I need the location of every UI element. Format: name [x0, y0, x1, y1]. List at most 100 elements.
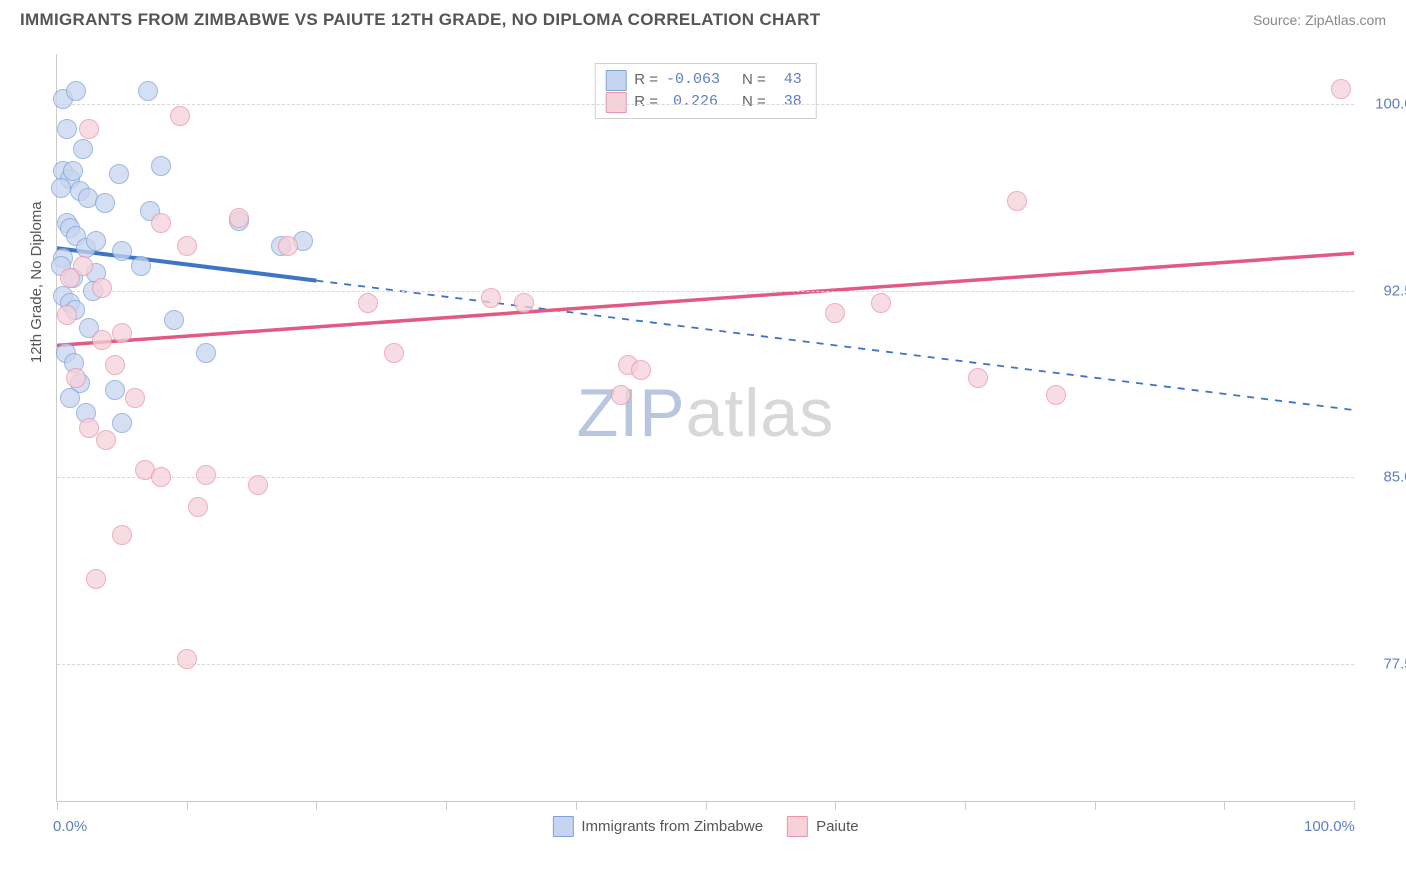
data-point-paiute [112, 323, 132, 343]
legend-n-value-zimbabwe: 43 [774, 69, 802, 91]
x-axis-tick-label: 100.0% [1304, 818, 1355, 835]
plot-area: ZIPatlas R = -0.063 N = 43 R = 0.226 N =… [56, 54, 1354, 802]
legend-top-row-paiute: R = 0.226 N = 38 [605, 91, 802, 113]
x-axis-tick [57, 801, 58, 810]
legend-swatch-zimbabwe [605, 70, 626, 91]
y-axis-label: 12th Grade, No Diploma [28, 201, 45, 363]
x-axis-tick [835, 801, 836, 810]
data-point-paiute [112, 525, 132, 545]
data-point-paiute [177, 649, 197, 669]
data-point-zimbabwe [196, 343, 216, 363]
data-point-paiute [125, 388, 145, 408]
data-point-zimbabwe [95, 193, 115, 213]
legend-swatch-paiute [605, 92, 626, 113]
data-point-paiute [825, 303, 845, 323]
data-point-zimbabwe [105, 380, 125, 400]
legend-top: R = -0.063 N = 43 R = 0.226 N = 38 [594, 63, 817, 119]
y-axis-tick-label: 100.0% [1375, 95, 1406, 112]
gridline [57, 664, 1354, 665]
data-point-paiute [1331, 79, 1351, 99]
data-point-paiute [57, 305, 77, 325]
data-point-paiute [481, 288, 501, 308]
regression-line-paiute [57, 253, 1354, 345]
data-point-paiute [1007, 191, 1027, 211]
data-point-zimbabwe [164, 310, 184, 330]
data-point-zimbabwe [57, 119, 77, 139]
legend-bottom-label-zimbabwe: Immigrants from Zimbabwe [581, 818, 763, 835]
x-axis-tick [316, 801, 317, 810]
legend-top-row-zimbabwe: R = -0.063 N = 43 [605, 69, 802, 91]
data-point-paiute [968, 368, 988, 388]
data-point-paiute [196, 465, 216, 485]
legend-r-label: R = [634, 69, 658, 91]
x-axis-tick [1224, 801, 1225, 810]
legend-bottom-item-zimbabwe: Immigrants from Zimbabwe [552, 816, 763, 837]
gridline [57, 104, 1354, 105]
data-point-paiute [66, 368, 86, 388]
gridline [57, 291, 1354, 292]
data-point-paiute [611, 385, 631, 405]
data-point-paiute [358, 293, 378, 313]
legend-r-label: R = [634, 91, 658, 113]
data-point-paiute [60, 268, 80, 288]
data-point-paiute [188, 497, 208, 517]
data-point-paiute [278, 236, 298, 256]
data-point-zimbabwe [73, 139, 93, 159]
legend-swatch-paiute [787, 816, 808, 837]
data-point-zimbabwe [60, 388, 80, 408]
data-point-paiute [1046, 385, 1066, 405]
data-point-paiute [229, 208, 249, 228]
data-point-paiute [871, 293, 891, 313]
legend-bottom: Immigrants from Zimbabwe Paiute [552, 816, 858, 837]
data-point-paiute [92, 330, 112, 350]
data-point-paiute [92, 278, 112, 298]
x-axis-tick [1095, 801, 1096, 810]
legend-n-label: N = [742, 91, 766, 113]
data-point-zimbabwe [138, 81, 158, 101]
data-point-zimbabwe [66, 81, 86, 101]
data-point-paiute [384, 343, 404, 363]
regression-lines-layer [57, 54, 1354, 801]
x-axis-tick-label: 0.0% [53, 818, 87, 835]
data-point-paiute [151, 213, 171, 233]
data-point-zimbabwe [112, 241, 132, 261]
legend-r-value-zimbabwe: -0.063 [666, 69, 718, 91]
y-axis-tick-label: 92.5% [1383, 282, 1406, 299]
y-axis-tick-label: 85.0% [1383, 469, 1406, 486]
x-axis-tick [576, 801, 577, 810]
data-point-paiute [177, 236, 197, 256]
data-point-zimbabwe [51, 178, 71, 198]
data-point-paiute [96, 430, 116, 450]
data-point-paiute [631, 360, 651, 380]
legend-r-value-paiute: 0.226 [666, 91, 718, 113]
x-axis-tick [965, 801, 966, 810]
y-axis-tick-label: 77.5% [1383, 656, 1406, 673]
data-point-zimbabwe [63, 161, 83, 181]
data-point-paiute [105, 355, 125, 375]
data-point-paiute [514, 293, 534, 313]
data-point-zimbabwe [109, 164, 129, 184]
chart-source: Source: ZipAtlas.com [1253, 12, 1386, 28]
data-point-paiute [79, 119, 99, 139]
data-point-zimbabwe [86, 231, 106, 251]
legend-bottom-label-paiute: Paiute [816, 818, 859, 835]
chart-title: IMMIGRANTS FROM ZIMBABWE VS PAIUTE 12TH … [20, 10, 820, 30]
data-point-zimbabwe [112, 413, 132, 433]
x-axis-tick [706, 801, 707, 810]
regression-line-zimbabwe-extrapolated [316, 281, 1354, 410]
x-axis-tick [1354, 801, 1355, 810]
watermark: ZIPatlas [577, 374, 834, 452]
data-point-paiute [248, 475, 268, 495]
x-axis-tick [187, 801, 188, 810]
data-point-paiute [170, 106, 190, 126]
data-point-paiute [86, 569, 106, 589]
chart-container: 12th Grade, No Diploma ZIPatlas R = -0.0… [46, 44, 1400, 844]
x-axis-tick [446, 801, 447, 810]
legend-bottom-item-paiute: Paiute [787, 816, 859, 837]
data-point-paiute [151, 467, 171, 487]
data-point-zimbabwe [131, 256, 151, 276]
legend-n-label: N = [742, 69, 766, 91]
data-point-zimbabwe [151, 156, 171, 176]
legend-n-value-paiute: 38 [774, 91, 802, 113]
legend-swatch-zimbabwe [552, 816, 573, 837]
